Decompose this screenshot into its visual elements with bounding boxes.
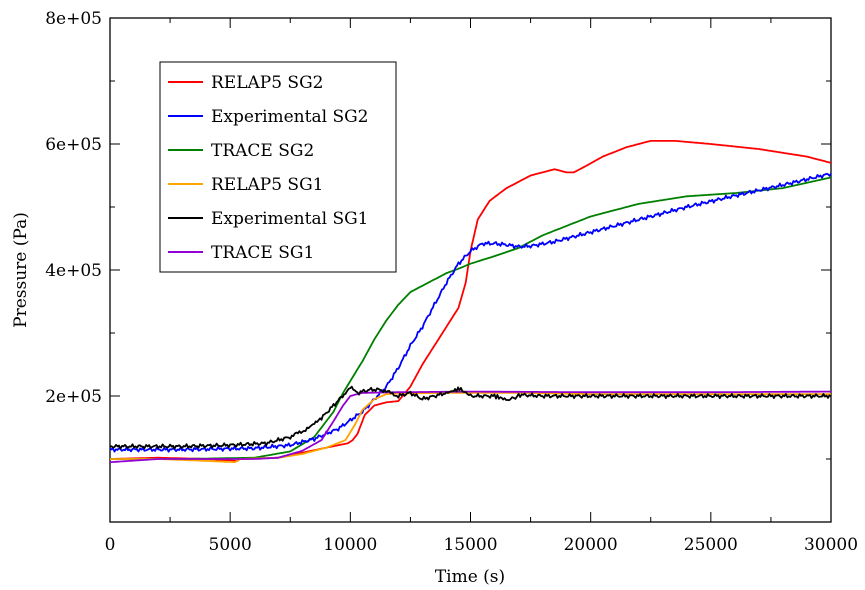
- series-line-experimental-sg2: [109, 172, 832, 453]
- y-tick-label: 8e+05: [45, 9, 102, 29]
- x-axis-title: Time (s): [435, 567, 505, 587]
- y-axis-title: Pressure (Pa): [11, 212, 31, 328]
- x-tick-label: 20000: [564, 535, 618, 555]
- x-tick-label: 0: [105, 535, 116, 555]
- x-tick-label: 30000: [804, 535, 858, 555]
- y-tick-label: 4e+05: [45, 261, 102, 281]
- legend-label: TRACE SG1: [211, 243, 314, 263]
- legend: RELAP5 SG2 Experimental SG2 TRACE SG2 RELAP…: [159, 61, 397, 273]
- x-tick-label: 25000: [684, 535, 738, 555]
- series-lines: [109, 139, 832, 464]
- x-tick-label: 5000: [209, 535, 252, 555]
- y-tick-labels: 2e+05 4e+05 6e+05 8e+05: [45, 9, 102, 407]
- axis-ticks: [109, 17, 832, 522]
- series-line-trace-sg1: [110, 390, 831, 464]
- series-line-experimental-sg1: [109, 385, 832, 450]
- legend-label: RELAP5 SG1: [211, 175, 323, 195]
- legend-box: [159, 61, 397, 273]
- y-tick-label: 2e+05: [45, 387, 102, 407]
- legend-label: TRACE SG2: [211, 141, 314, 161]
- legend-label: Experimental SG1: [211, 209, 368, 229]
- series-line-relap5-sg1: [110, 391, 831, 464]
- x-tick-labels: 0 5000 10000 15000 20000 25000 30000: [105, 535, 858, 555]
- x-tick-label: 10000: [323, 535, 377, 555]
- x-tick-label: 15000: [443, 535, 497, 555]
- legend-label: RELAP5 SG2: [211, 73, 323, 93]
- y-tick-label: 6e+05: [45, 135, 102, 155]
- legend-label: Experimental SG2: [211, 107, 368, 127]
